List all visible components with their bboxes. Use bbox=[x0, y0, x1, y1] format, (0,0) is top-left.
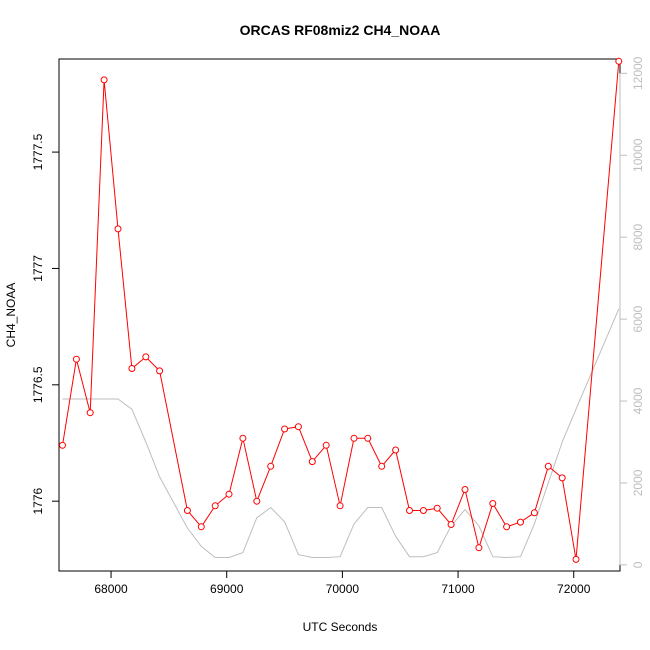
data-point bbox=[406, 507, 413, 514]
chart-title: ORCAS RF08miz2 CH4_NOAA bbox=[240, 22, 441, 38]
y-tick-label: 1777.5 bbox=[31, 133, 45, 170]
data-point bbox=[59, 441, 66, 449]
data-point bbox=[461, 486, 469, 493]
data-point bbox=[489, 500, 497, 507]
x-axis-label: UTC Seconds bbox=[303, 620, 378, 634]
y2-tick-label: 12000 bbox=[631, 56, 645, 90]
series-layer bbox=[59, 57, 623, 563]
y2-tick-label: 6000 bbox=[631, 305, 645, 332]
series-line-left bbox=[62, 61, 620, 560]
data-point bbox=[336, 502, 344, 510]
x-tick-label: 72000 bbox=[557, 582, 591, 596]
data-point bbox=[72, 355, 80, 363]
y-axis-right: 0 2000 4000 6000 8000 10000 12000 bbox=[619, 56, 645, 568]
y2-tick-label: 0 bbox=[631, 561, 645, 568]
data-point bbox=[558, 474, 566, 482]
data-point bbox=[100, 76, 108, 84]
data-point bbox=[378, 462, 386, 470]
y2-tick-label: 8000 bbox=[631, 224, 645, 251]
data-point bbox=[128, 365, 136, 372]
data-point bbox=[294, 423, 302, 431]
series-line-right bbox=[62, 308, 620, 559]
x-tick-label: 71000 bbox=[441, 582, 475, 596]
x-axis: 68000 69000 70000 71000 72000 bbox=[94, 570, 591, 596]
data-point bbox=[142, 353, 150, 361]
data-point bbox=[267, 462, 275, 470]
data-point bbox=[253, 497, 261, 505]
x-tick-label: 69000 bbox=[210, 582, 244, 596]
plot-frame bbox=[58, 58, 621, 572]
x-tick-label: 70000 bbox=[326, 582, 360, 596]
data-point bbox=[322, 441, 330, 449]
y-axis-label: CH4_NOAA bbox=[4, 283, 18, 348]
data-point bbox=[197, 523, 205, 531]
y2-tick-label: 4000 bbox=[631, 387, 645, 414]
data-point bbox=[364, 434, 372, 442]
data-point bbox=[530, 509, 538, 517]
data-point bbox=[183, 507, 191, 514]
x-tick-label: 68000 bbox=[94, 582, 128, 596]
data-point bbox=[544, 462, 552, 470]
data-point bbox=[86, 409, 94, 417]
data-point bbox=[615, 57, 623, 65]
data-point bbox=[419, 507, 427, 514]
data-point bbox=[572, 555, 580, 563]
data-point bbox=[433, 504, 441, 512]
data-point bbox=[503, 523, 511, 531]
data-point bbox=[392, 446, 400, 454]
data-point bbox=[350, 434, 358, 442]
data-point bbox=[475, 544, 483, 552]
y2-tick-label: 2000 bbox=[631, 469, 645, 496]
y-tick-label: 1777 bbox=[31, 255, 45, 282]
data-point bbox=[114, 225, 122, 233]
data-point bbox=[308, 458, 316, 466]
data-point bbox=[156, 367, 164, 375]
y-axis-left: 1776 1776.5 1777 1777.5 bbox=[31, 133, 60, 515]
data-point bbox=[281, 425, 289, 433]
data-point bbox=[447, 521, 455, 528]
data-point bbox=[225, 490, 233, 498]
y-tick-label: 1776 bbox=[31, 488, 45, 515]
y2-tick-label: 10000 bbox=[631, 138, 645, 172]
data-point bbox=[239, 434, 247, 442]
data-point bbox=[517, 518, 524, 526]
data-point bbox=[211, 502, 219, 510]
y-tick-label: 1776.5 bbox=[31, 366, 45, 403]
